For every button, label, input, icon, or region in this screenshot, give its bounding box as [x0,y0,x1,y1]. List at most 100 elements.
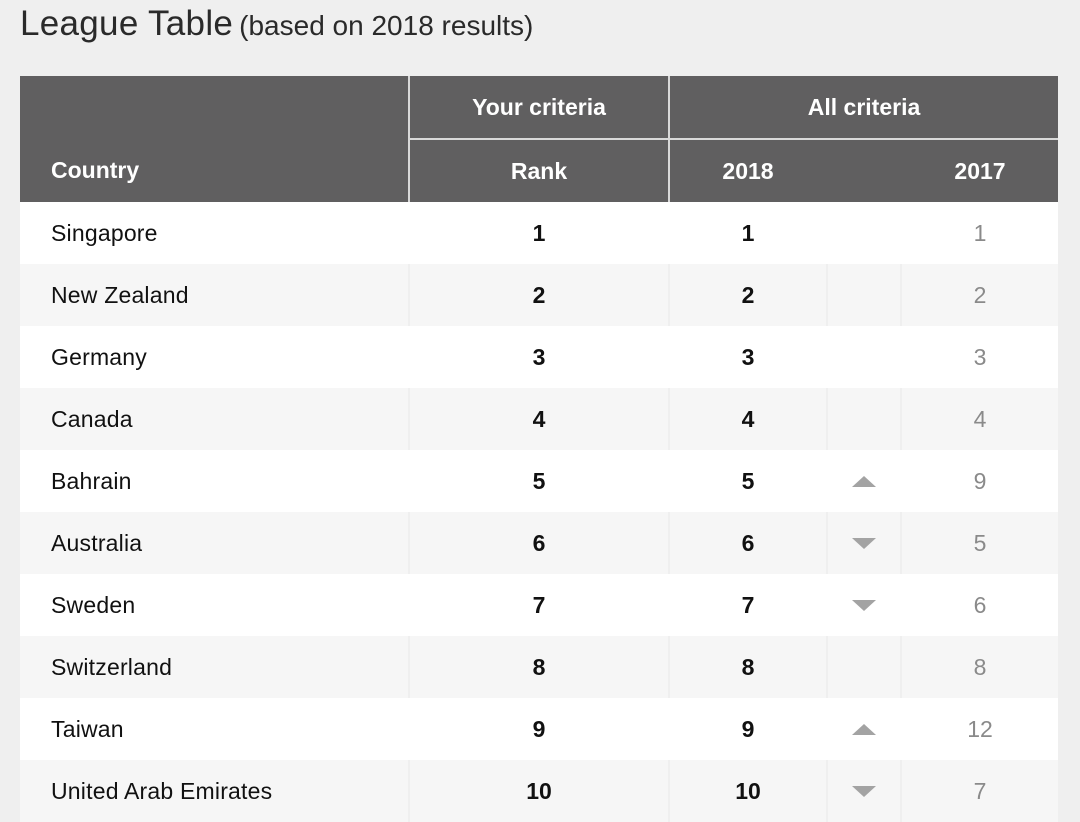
trend-indicator [828,264,900,326]
column-divider [900,450,902,512]
trend-indicator [828,326,900,388]
title-main: League Table [20,4,234,43]
header-your-criteria: Your criteria [472,93,606,120]
rank-2017: 2 [973,281,987,308]
your-rank: 6 [532,529,546,556]
rank-2017: 9 [973,467,987,494]
country-name: Germany [51,343,147,370]
column-divider [408,326,410,388]
column-divider [668,264,670,326]
page-title: League Table (based on 2018 results) [20,4,533,44]
title-subtitle: (based on 2018 results) [239,10,534,41]
country-name: New Zealand [51,281,189,308]
column-divider [668,636,670,698]
your-rank: 1 [532,219,546,246]
rank-2018: 4 [741,405,755,432]
trend-indicator [828,202,900,264]
column-divider [900,388,902,450]
rank-2018: 7 [741,591,755,618]
trend-up-icon [852,475,876,487]
trend-indicator [828,388,900,450]
column-divider [900,202,902,264]
trend-indicator [828,512,900,574]
trend-indicator [828,698,900,760]
column-divider [826,326,828,388]
column-divider [826,388,828,450]
rank-2018: 1 [741,219,755,246]
trend-up-icon [852,723,876,735]
rank-2018: 8 [741,653,755,680]
column-divider [668,202,670,264]
column-divider [826,450,828,512]
trend-indicator [828,760,900,822]
header-2017[interactable]: 2017 [954,157,1006,184]
header-all-criteria: All criteria [807,93,921,120]
column-divider [408,264,410,326]
trend-indicator [828,574,900,636]
rank-2018: 9 [741,715,755,742]
column-divider [408,388,410,450]
column-divider [668,450,670,512]
rank-2018: 2 [741,281,755,308]
table-row[interactable]: Singapore 1 1 1 [20,202,1058,264]
column-divider [900,760,902,822]
your-rank: 9 [532,715,546,742]
column-divider [408,760,410,822]
rank-2017: 1 [973,219,987,246]
country-name: Sweden [51,591,136,618]
trend-down-icon [852,785,876,797]
column-divider [668,760,670,822]
your-rank: 7 [532,591,546,618]
column-divider [408,202,410,264]
trend-down-icon [852,537,876,549]
table-header: Country Your criteria All criteria Rank … [20,76,1058,202]
rank-2017: 12 [967,715,993,742]
rank-2018: 6 [741,529,755,556]
trend-down-icon [852,599,876,611]
country-name: Canada [51,405,133,432]
rank-2017: 5 [973,529,987,556]
country-name: Taiwan [51,715,124,742]
column-divider [900,574,902,636]
your-rank: 5 [532,467,546,494]
column-divider [408,450,410,512]
your-rank: 8 [532,653,546,680]
country-name: United Arab Emirates [51,777,273,804]
column-divider [900,698,902,760]
table-row[interactable]: United Arab Emirates 10 10 7 [20,760,1058,822]
country-name: Singapore [51,219,158,246]
table-row[interactable]: Canada 4 4 4 [20,388,1058,450]
column-divider [668,574,670,636]
trend-indicator [828,450,900,512]
table-row[interactable]: New Zealand 2 2 2 [20,264,1058,326]
column-divider [668,698,670,760]
table-row[interactable]: Bahrain 5 5 9 [20,450,1058,512]
column-divider [826,512,828,574]
rank-2018: 3 [741,343,755,370]
column-divider [900,512,902,574]
table-row[interactable]: Taiwan 9 9 12 [20,698,1058,760]
table-row[interactable]: Sweden 7 7 6 [20,574,1058,636]
table-row[interactable]: Germany 3 3 3 [20,326,1058,388]
your-rank: 10 [526,777,552,804]
rank-2018: 5 [741,467,755,494]
column-divider [826,264,828,326]
column-divider [900,264,902,326]
rank-2017: 3 [973,343,987,370]
column-divider [408,636,410,698]
header-2018[interactable]: 2018 [722,157,774,184]
column-divider [826,698,828,760]
column-divider [900,636,902,698]
rank-2018: 10 [735,777,761,804]
table-row[interactable]: Switzerland 8 8 8 [20,636,1058,698]
header-rank[interactable]: Rank [510,157,568,184]
country-name: Bahrain [51,467,132,494]
column-divider [826,574,828,636]
your-rank: 2 [532,281,546,308]
your-rank: 4 [532,405,546,432]
table-row[interactable]: Australia 6 6 5 [20,512,1058,574]
column-divider [408,574,410,636]
rank-2017: 7 [973,777,987,804]
country-name: Australia [51,529,143,556]
header-country[interactable]: Country [51,157,140,183]
